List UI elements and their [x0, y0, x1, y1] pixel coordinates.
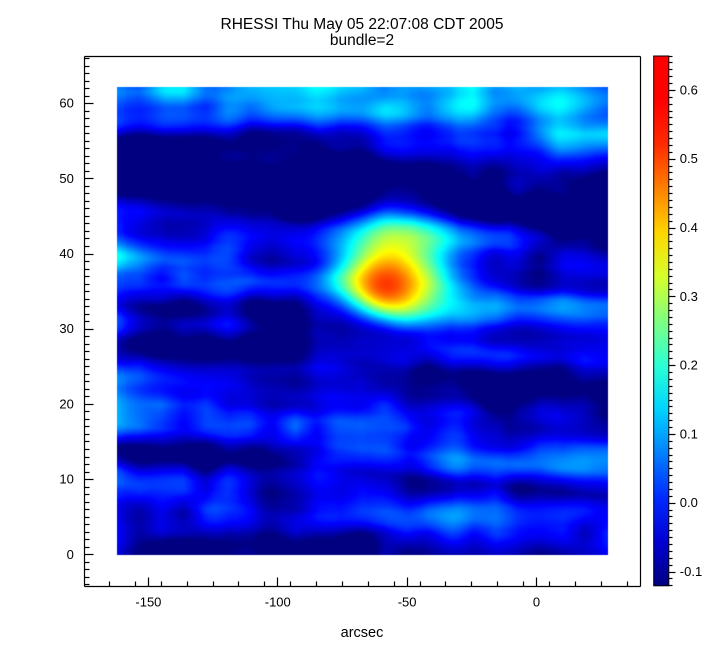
svg-text:0.1: 0.1	[680, 426, 698, 441]
svg-text:30: 30	[59, 321, 73, 336]
svg-text:0.2: 0.2	[680, 358, 698, 373]
svg-text:-150: -150	[135, 594, 161, 609]
svg-text:0.4: 0.4	[680, 220, 698, 235]
svg-text:50: 50	[59, 171, 73, 186]
svg-text:0.6: 0.6	[680, 82, 698, 97]
svg-text:0.3: 0.3	[680, 289, 698, 304]
svg-text:10: 10	[59, 472, 73, 487]
svg-text:-50: -50	[398, 594, 417, 609]
svg-text:0: 0	[533, 594, 540, 609]
svg-text:60: 60	[59, 96, 73, 111]
svg-text:0.0: 0.0	[680, 495, 698, 510]
svg-text:40: 40	[59, 246, 73, 261]
svg-text:-0.1: -0.1	[680, 564, 702, 579]
svg-text:20: 20	[59, 396, 73, 411]
svg-text:-100: -100	[265, 594, 291, 609]
svg-text:0: 0	[67, 547, 74, 562]
svg-text:0.5: 0.5	[680, 151, 698, 166]
